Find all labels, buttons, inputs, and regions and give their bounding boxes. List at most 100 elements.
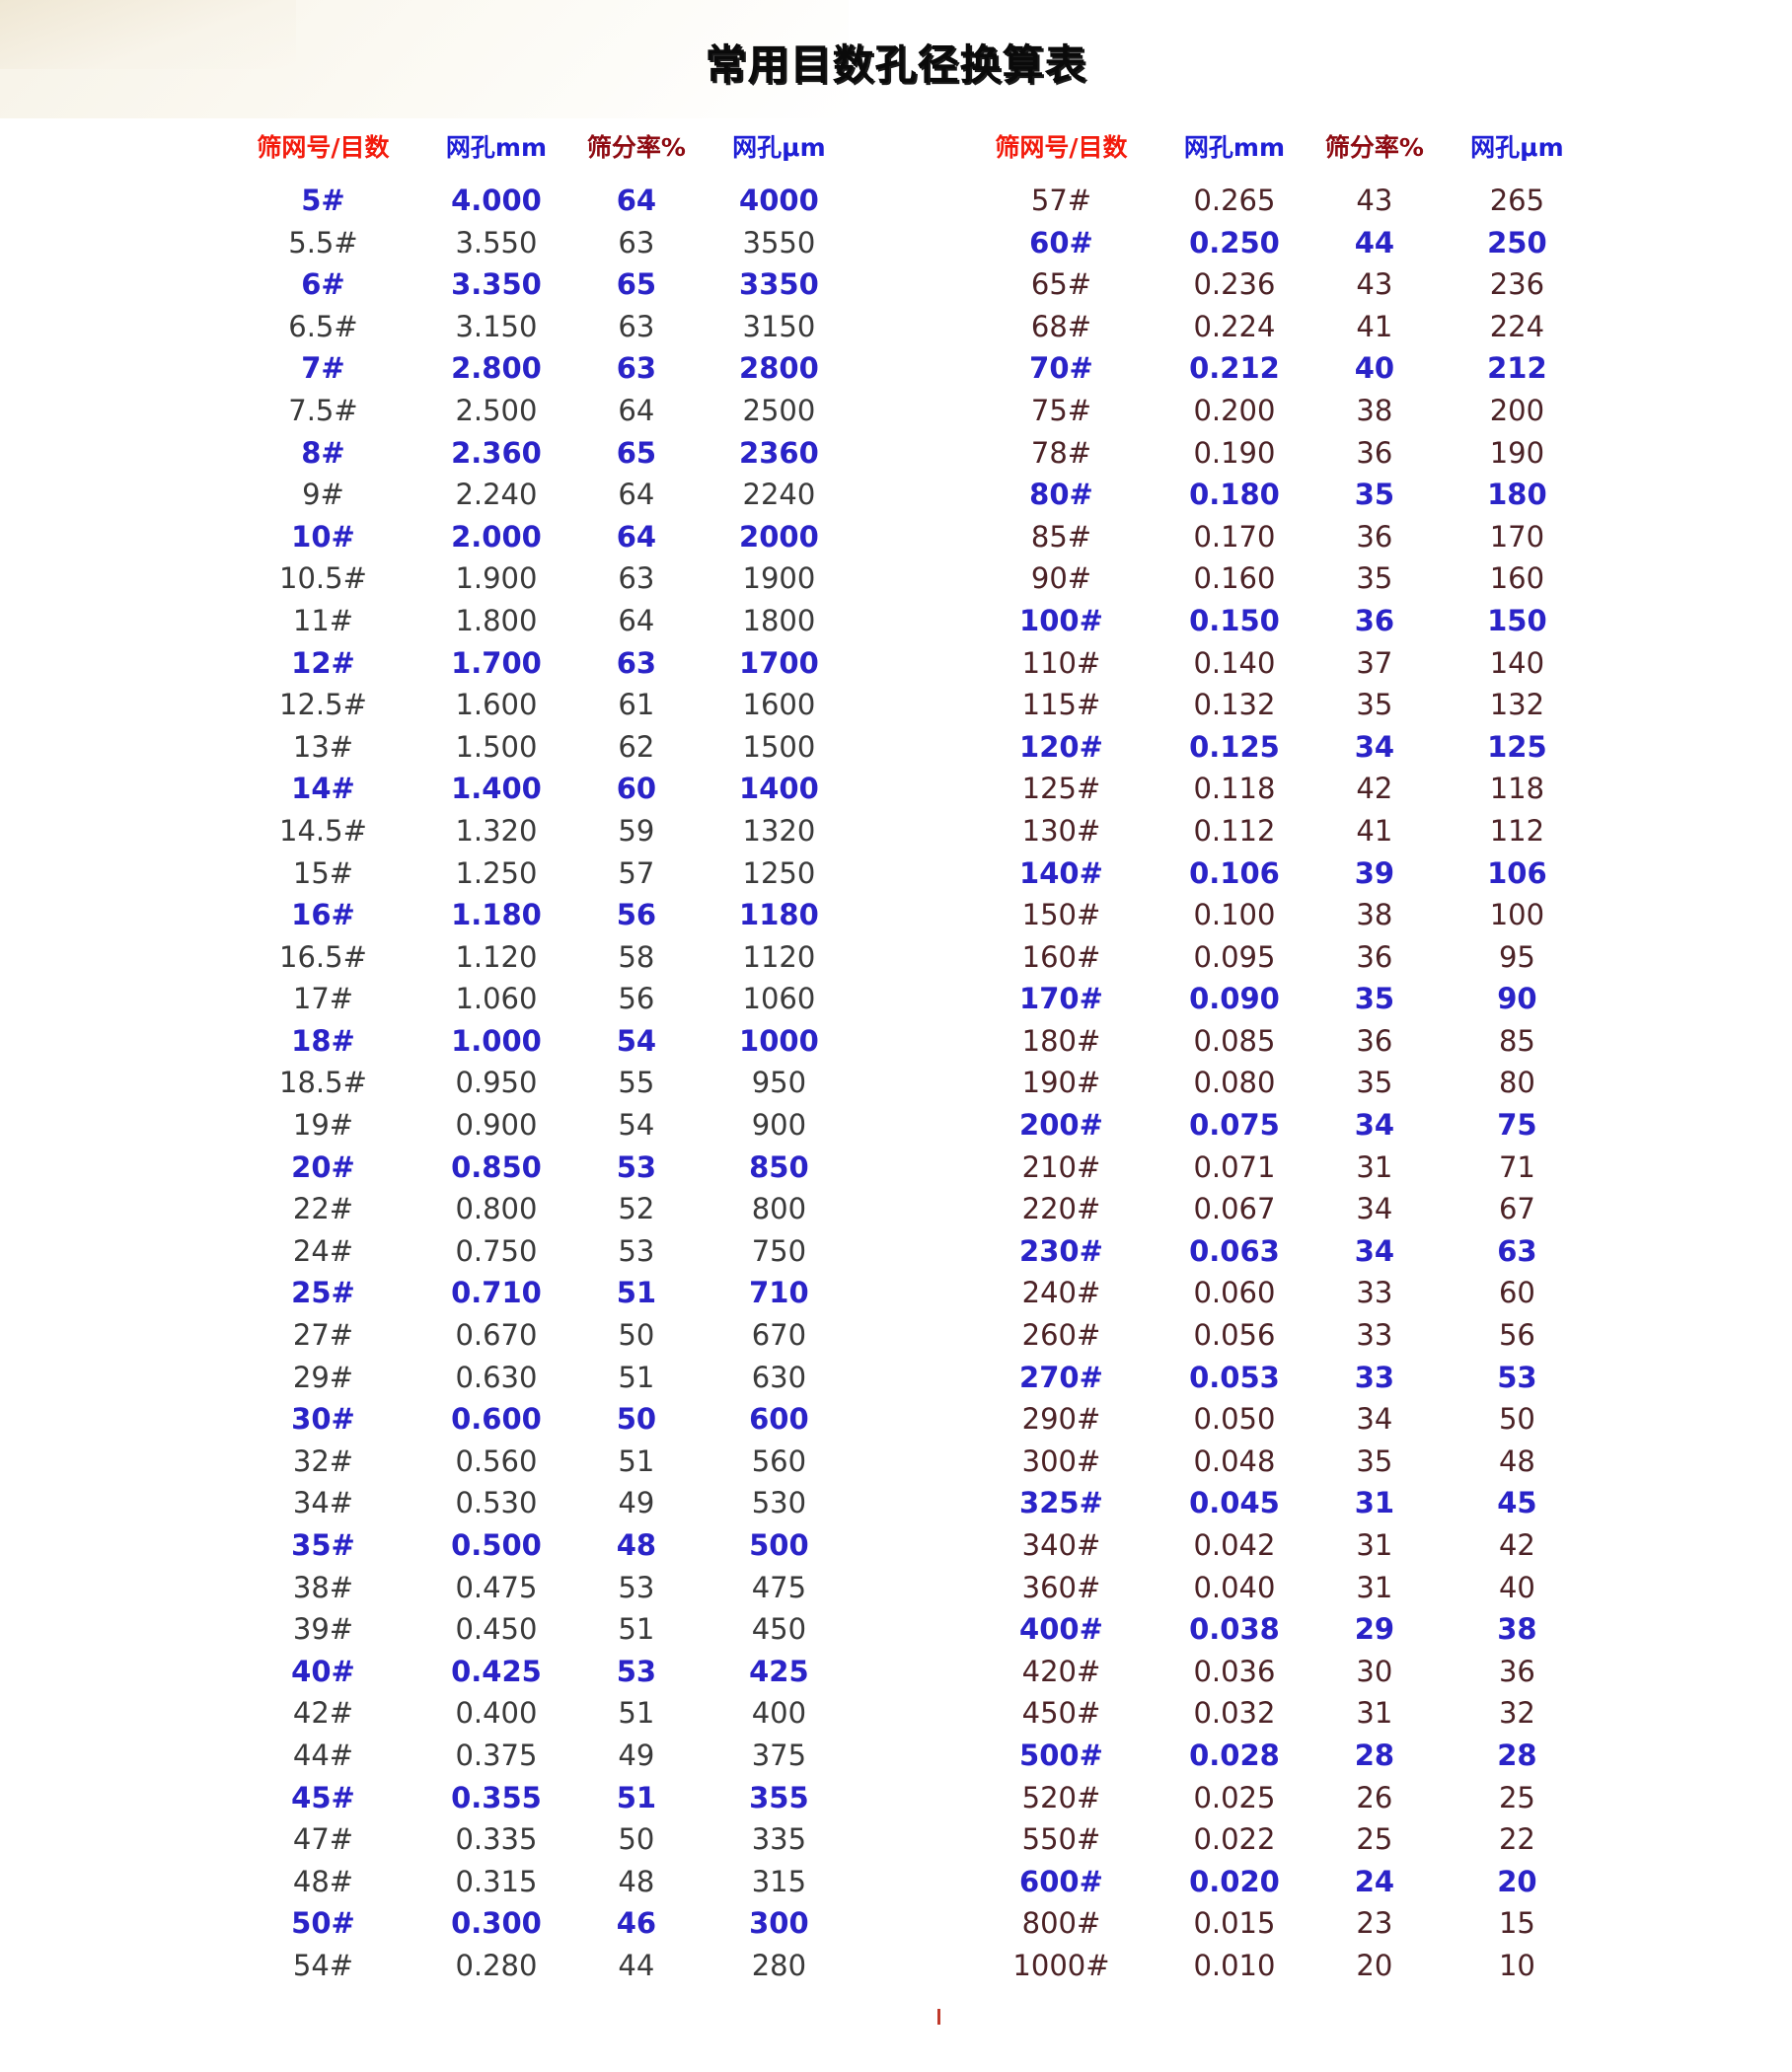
right-table-header: 筛网号/目数 网孔mm 筛分率% 网孔μm <box>967 128 1599 180</box>
cell-mm: 1.250 <box>455 855 538 890</box>
cell-rate: 34 <box>1356 1192 1393 1226</box>
cell-mm: 0.180 <box>1189 478 1280 512</box>
column-header-mm-left: 网孔mm <box>445 133 547 162</box>
cell-rate: 64 <box>618 393 655 427</box>
cell-mm: 0.036 <box>1193 1654 1276 1688</box>
table-row: 290# 0.050 34 50 <box>967 1398 1599 1441</box>
cell-rate: 38 <box>1356 393 1393 427</box>
cell-mesh: 160# <box>1021 939 1101 974</box>
table-row: 60# 0.250 44 250 <box>967 222 1599 264</box>
table-row: 140# 0.106 39 106 <box>967 852 1599 895</box>
cell-mesh: 85# <box>1030 519 1092 554</box>
table-row: 16# 1.180 56 1180 <box>229 894 860 936</box>
cell-mesh: 30# <box>291 1402 355 1437</box>
cell-mm: 0.020 <box>1189 1864 1280 1898</box>
cell-rate: 46 <box>616 1906 657 1941</box>
cell-rate: 35 <box>1354 478 1395 512</box>
table-row: 17# 1.060 56 1060 <box>229 978 860 1020</box>
cell-um: 1700 <box>739 645 819 680</box>
cell-rate: 33 <box>1354 1360 1395 1394</box>
cell-um: 425 <box>749 1654 809 1688</box>
cell-um: 850 <box>749 1149 809 1184</box>
cell-mesh: 190# <box>1021 1066 1101 1100</box>
cell-mesh: 300# <box>1021 1443 1101 1478</box>
table-row: 500# 0.028 28 28 <box>967 1735 1599 1777</box>
cell-rate: 33 <box>1356 1276 1393 1310</box>
table-row: 800# 0.015 23 15 <box>967 1902 1599 1945</box>
cell-rate: 51 <box>618 1360 655 1394</box>
cell-mesh: 550# <box>1021 1822 1101 1857</box>
table-row: 50# 0.300 46 300 <box>229 1902 860 1945</box>
cell-mm: 0.132 <box>1193 688 1276 722</box>
cell-mesh: 230# <box>1019 1233 1103 1268</box>
cell-mesh: 12# <box>291 645 355 680</box>
cell-mm: 1.900 <box>455 561 538 596</box>
left-table-body: 5# 4.000 64 4000 5.5# 3.550 63 3550 6# 3.350 65 335… <box>229 180 860 1987</box>
table-row: 48# 0.315 48 315 <box>229 1861 860 1903</box>
table-row: 210# 0.071 31 71 <box>967 1147 1599 1189</box>
table-row: 85# 0.170 36 170 <box>967 516 1599 558</box>
cell-mm: 0.710 <box>451 1276 542 1310</box>
cell-mesh: 27# <box>292 1318 354 1353</box>
cell-mesh: 125# <box>1021 772 1101 806</box>
cell-rate: 64 <box>616 519 657 554</box>
cell-rate: 43 <box>1356 267 1393 302</box>
table-row: 27# 0.670 50 670 <box>229 1314 860 1357</box>
cell-mesh: 270# <box>1019 1360 1103 1394</box>
cell-rate: 29 <box>1354 1612 1395 1647</box>
cell-um: 106 <box>1487 855 1547 890</box>
cell-mesh: 42# <box>292 1696 354 1731</box>
cell-mesh: 29# <box>292 1360 354 1394</box>
column-header-um-left: 网孔μm <box>732 133 826 162</box>
table-row: 420# 0.036 30 36 <box>967 1651 1599 1693</box>
table-row: 130# 0.112 41 112 <box>967 810 1599 852</box>
cell-um: 2000 <box>739 519 819 554</box>
cell-um: 1900 <box>742 561 816 596</box>
table-row: 24# 0.750 53 750 <box>229 1230 860 1273</box>
cell-mesh: 18# <box>291 1023 355 1058</box>
right-table-body: 57# 0.265 43 265 60# 0.250 44 250 65# 0.236 43 236 6… <box>967 180 1599 1987</box>
cell-mm: 0.670 <box>455 1318 538 1353</box>
cell-um: 280 <box>751 1948 807 1982</box>
cell-mm: 0.085 <box>1193 1023 1276 1058</box>
cell-um: 950 <box>751 1066 807 1100</box>
cell-rate: 35 <box>1356 688 1393 722</box>
cell-mesh: 220# <box>1021 1192 1101 1226</box>
table-row: 325# 0.045 31 45 <box>967 1482 1599 1524</box>
cell-rate: 54 <box>618 1108 655 1143</box>
cell-um: 140 <box>1489 645 1545 680</box>
cell-rate: 34 <box>1356 1402 1393 1437</box>
cell-mesh: 14.5# <box>279 813 367 848</box>
cell-rate: 34 <box>1354 1233 1395 1268</box>
cell-um: 3550 <box>742 225 816 259</box>
cell-um: 375 <box>751 1738 807 1772</box>
table-row: 14.5# 1.320 59 1320 <box>229 810 860 852</box>
cell-rate: 36 <box>1356 1023 1393 1058</box>
table-row: 450# 0.032 31 32 <box>967 1692 1599 1735</box>
table-row: 360# 0.040 31 40 <box>967 1567 1599 1609</box>
cell-um: 100 <box>1489 898 1545 932</box>
cell-rate: 31 <box>1356 1149 1393 1184</box>
cell-um: 315 <box>751 1864 807 1898</box>
cell-mm: 0.224 <box>1193 309 1276 343</box>
cell-mesh: 400# <box>1019 1612 1103 1647</box>
cell-mesh: 520# <box>1021 1780 1101 1814</box>
cell-mesh: 100# <box>1019 603 1103 637</box>
cell-mm: 0.080 <box>1193 1066 1276 1100</box>
table-row: 65# 0.236 43 236 <box>967 263 1599 306</box>
cell-mm: 0.600 <box>451 1402 542 1437</box>
cell-mesh: 24# <box>292 1233 354 1268</box>
cell-mesh: 11# <box>292 603 354 637</box>
cell-rate: 43 <box>1356 184 1393 217</box>
cell-rate: 36 <box>1356 519 1393 554</box>
cell-rate: 50 <box>618 1822 655 1857</box>
cell-um: 800 <box>751 1192 807 1226</box>
cell-mm: 1.600 <box>455 688 538 722</box>
cell-mesh: 13# <box>292 729 354 764</box>
cell-mesh: 39# <box>292 1612 354 1647</box>
cell-um: 1320 <box>742 813 816 848</box>
cell-mm: 0.150 <box>1189 603 1280 637</box>
cell-rate: 60 <box>616 772 657 806</box>
column-header-um-right: 网孔μm <box>1470 133 1564 162</box>
cell-mesh: 16# <box>291 898 355 932</box>
